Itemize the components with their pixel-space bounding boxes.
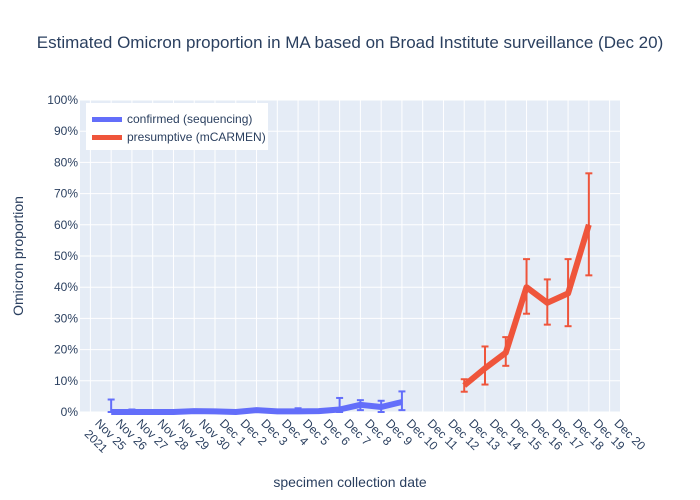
y-tick-label: 40%: [54, 280, 78, 294]
legend[interactable]: confirmed (sequencing) presumptive (mCAR…: [86, 103, 268, 150]
y-tick-label: 90%: [54, 124, 78, 138]
y-tick-label: 80%: [54, 155, 78, 169]
error-bar-presumptive: [585, 172, 593, 277]
y-axis-ticks: 0% 10% 20% 30% 40% 50% 60% 70% 80% 90% 100%: [47, 93, 78, 419]
series-line-confirmed: [111, 399, 403, 415]
x-axis-title: specimen collection date: [273, 474, 427, 490]
error-bar-confirmed: [398, 390, 406, 412]
y-tick-label: 100%: [47, 93, 78, 107]
series-layer: [107, 172, 593, 415]
y-tick-label: 10%: [54, 374, 78, 388]
legend-label-confirmed: confirmed (sequencing): [127, 112, 253, 126]
y-axis-title: Omicron proportion: [10, 196, 26, 316]
y-tick-label: 0%: [61, 405, 79, 419]
legend-label-presumptive: presumptive (mCARMEN): [127, 130, 266, 144]
y-tick-label: 60%: [54, 218, 78, 232]
legend-swatch-presumptive: [92, 134, 122, 140]
series-line-presumptive: [462, 223, 592, 388]
chart-title: Estimated Omicron proportion in MA based…: [36, 33, 664, 52]
y-tick-label: 30%: [54, 311, 78, 325]
legend-swatch-confirmed: [92, 116, 122, 122]
y-tick-label: 20%: [54, 343, 78, 357]
legend-item-confirmed[interactable]: confirmed (sequencing): [92, 111, 252, 127]
y-tick-label: 70%: [54, 187, 78, 201]
legend-item-presumptive[interactable]: presumptive (mCARMEN): [92, 129, 266, 145]
y-tick-label: 50%: [54, 249, 78, 263]
